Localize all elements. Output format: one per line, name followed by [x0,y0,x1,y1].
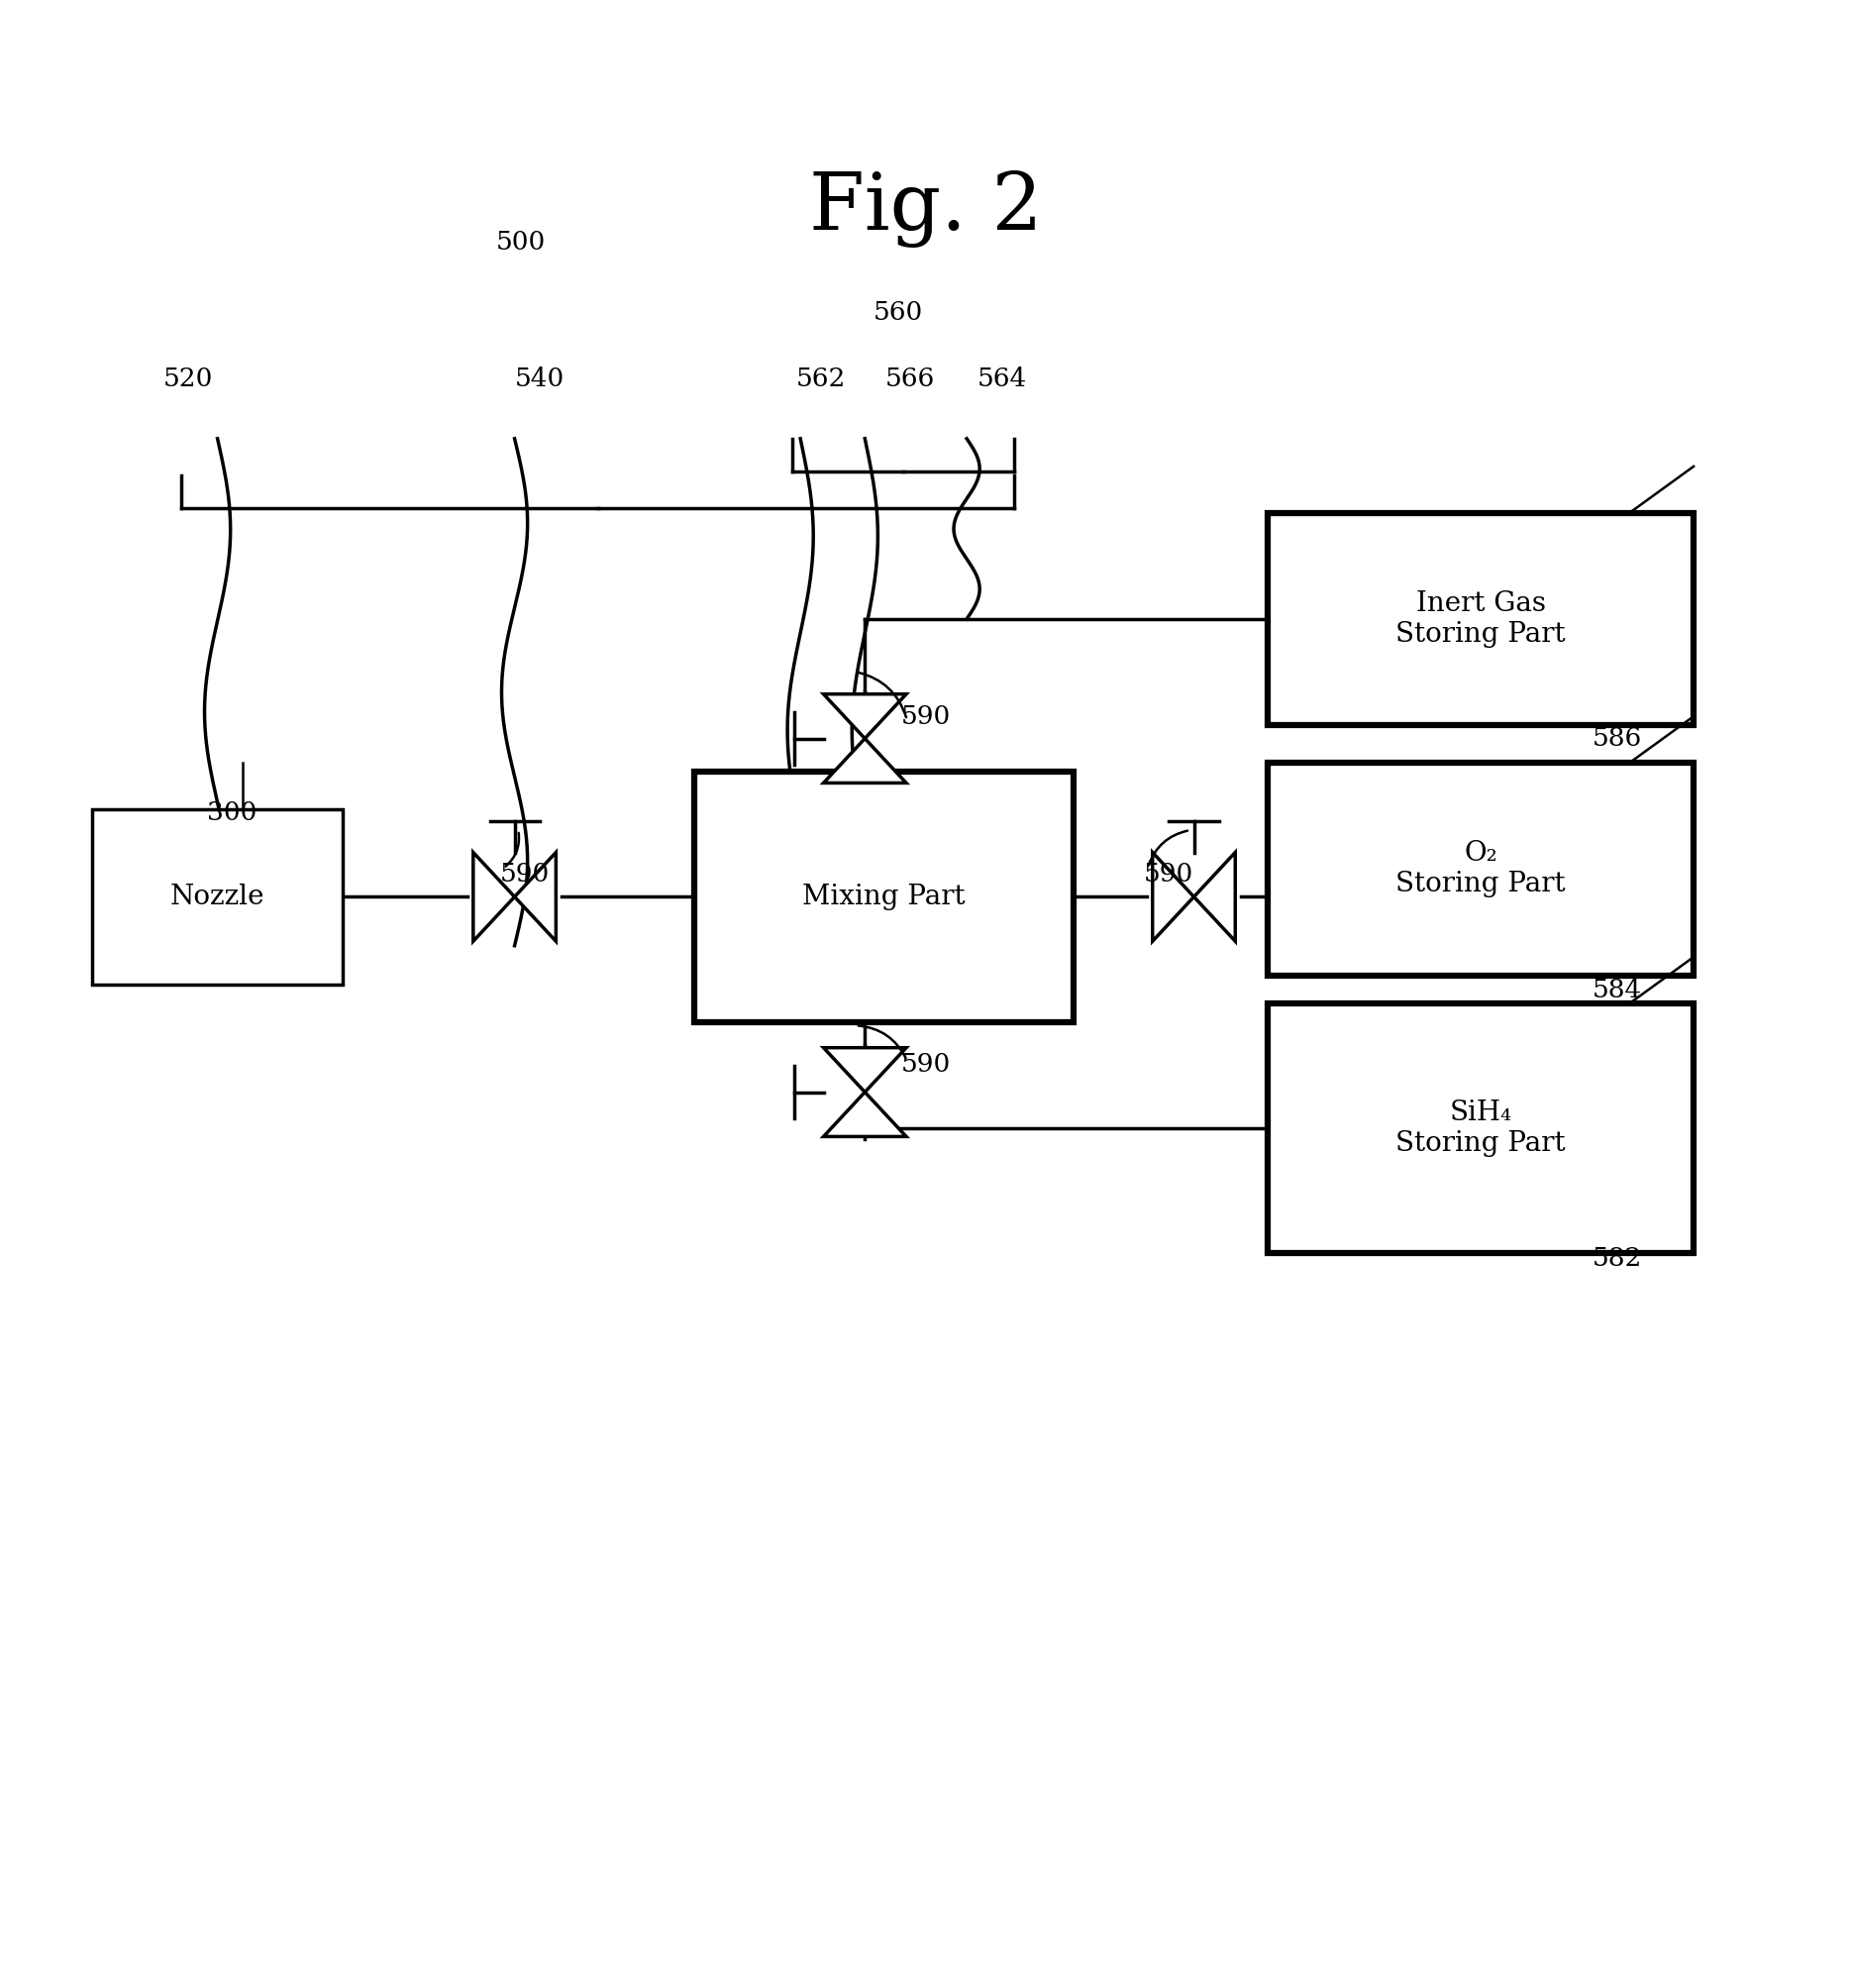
Text: 560: 560 [874,300,924,326]
Text: 590: 590 [1144,861,1194,887]
Text: 586: 586 [1592,726,1642,751]
Text: 540: 540 [515,368,565,392]
Text: 584: 584 [1592,978,1642,1002]
Text: 520: 520 [163,368,213,392]
Text: 590: 590 [901,1052,951,1077]
Text: 590: 590 [901,704,951,730]
FancyBboxPatch shape [93,809,342,984]
Text: Fig. 2: Fig. 2 [809,171,1042,247]
Polygon shape [824,1048,907,1091]
Text: Inert Gas
Storing Part: Inert Gas Storing Part [1396,590,1566,648]
Polygon shape [824,1091,907,1137]
Polygon shape [515,853,555,940]
FancyBboxPatch shape [1268,763,1694,976]
Text: 564: 564 [977,368,1027,392]
Polygon shape [824,738,907,783]
FancyBboxPatch shape [1268,513,1694,726]
Text: 500: 500 [496,231,546,254]
Polygon shape [1153,853,1194,940]
Text: O₂
Storing Part: O₂ Storing Part [1396,841,1566,899]
Text: 562: 562 [796,368,846,392]
Polygon shape [474,853,515,940]
Polygon shape [824,694,907,738]
FancyBboxPatch shape [1268,1004,1694,1252]
Text: Nozzle: Nozzle [170,883,265,911]
Polygon shape [1194,853,1235,940]
Text: 566: 566 [885,368,935,392]
Text: Mixing Part: Mixing Part [801,883,966,911]
FancyBboxPatch shape [694,771,1074,1022]
Text: 582: 582 [1592,1246,1642,1270]
Text: 300: 300 [207,801,257,825]
Text: 590: 590 [500,861,550,887]
Text: SiH₄
Storing Part: SiH₄ Storing Part [1396,1099,1566,1157]
